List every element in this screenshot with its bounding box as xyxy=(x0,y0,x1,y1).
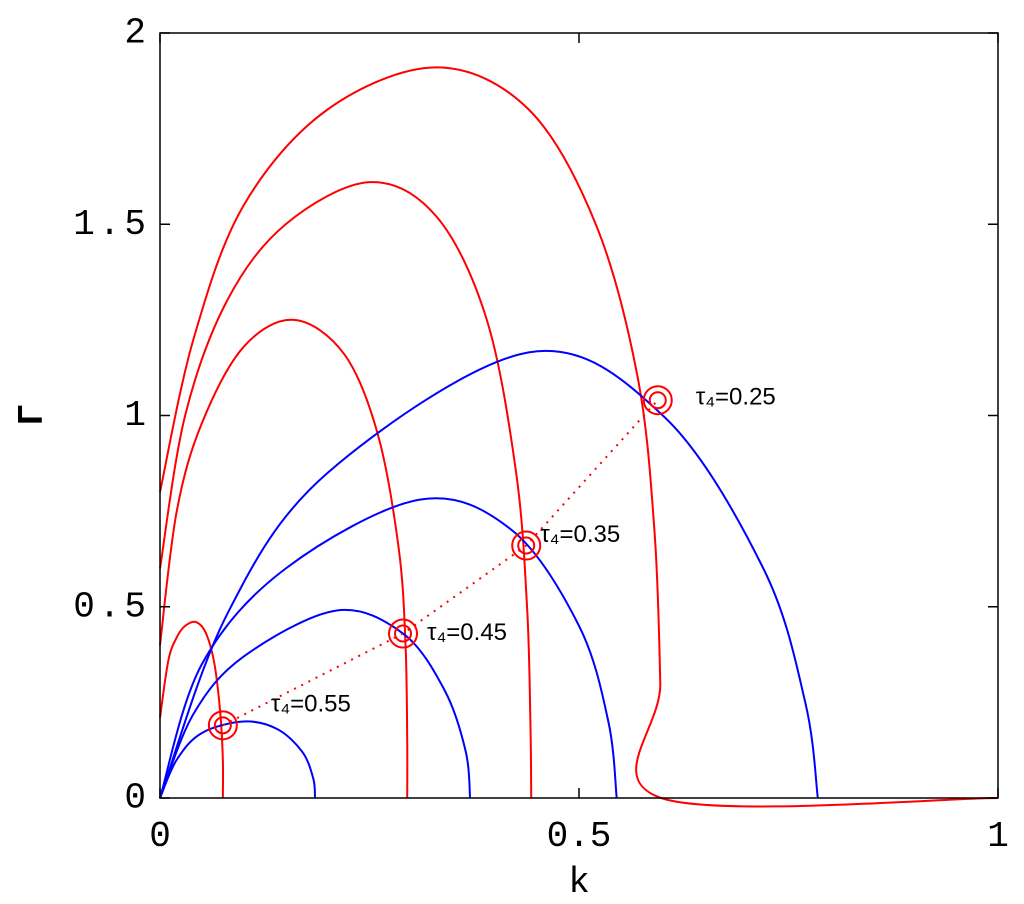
marker-outer xyxy=(207,710,238,741)
curve xyxy=(159,620,225,799)
y-tick-label: 1 xyxy=(124,395,150,436)
curve xyxy=(159,608,472,799)
marker-outer xyxy=(388,618,419,649)
annotation: τ₄=0.25 xyxy=(696,384,776,411)
marker-inner xyxy=(648,391,667,410)
y-tick-label: 1.5 xyxy=(73,204,150,245)
y-tick-label: 2 xyxy=(124,13,150,54)
curve xyxy=(159,318,409,799)
marker-outer xyxy=(642,385,673,416)
x-tick-label: 0 xyxy=(149,816,171,857)
y-tick-label: 0 xyxy=(124,778,150,819)
y-axis-label: Γ xyxy=(12,404,53,426)
annotation: τ₄=0.55 xyxy=(271,691,351,718)
marker-inner xyxy=(394,624,413,643)
curve xyxy=(159,497,618,799)
x-tick-label: 0.5 xyxy=(547,816,612,857)
marker-outer xyxy=(511,530,542,561)
annotation: τ₄=0.45 xyxy=(427,619,507,646)
marker-inner xyxy=(517,536,536,555)
x-axis-label: k xyxy=(568,862,590,903)
y-tick-label: 0.5 xyxy=(73,586,150,627)
curve xyxy=(159,720,317,799)
x-tick-label: 1 xyxy=(987,816,1009,857)
curve xyxy=(159,349,819,799)
curve xyxy=(159,181,533,799)
curve xyxy=(159,66,999,808)
annotation: τ₄=0.35 xyxy=(540,521,620,548)
marker-inner xyxy=(213,716,232,735)
